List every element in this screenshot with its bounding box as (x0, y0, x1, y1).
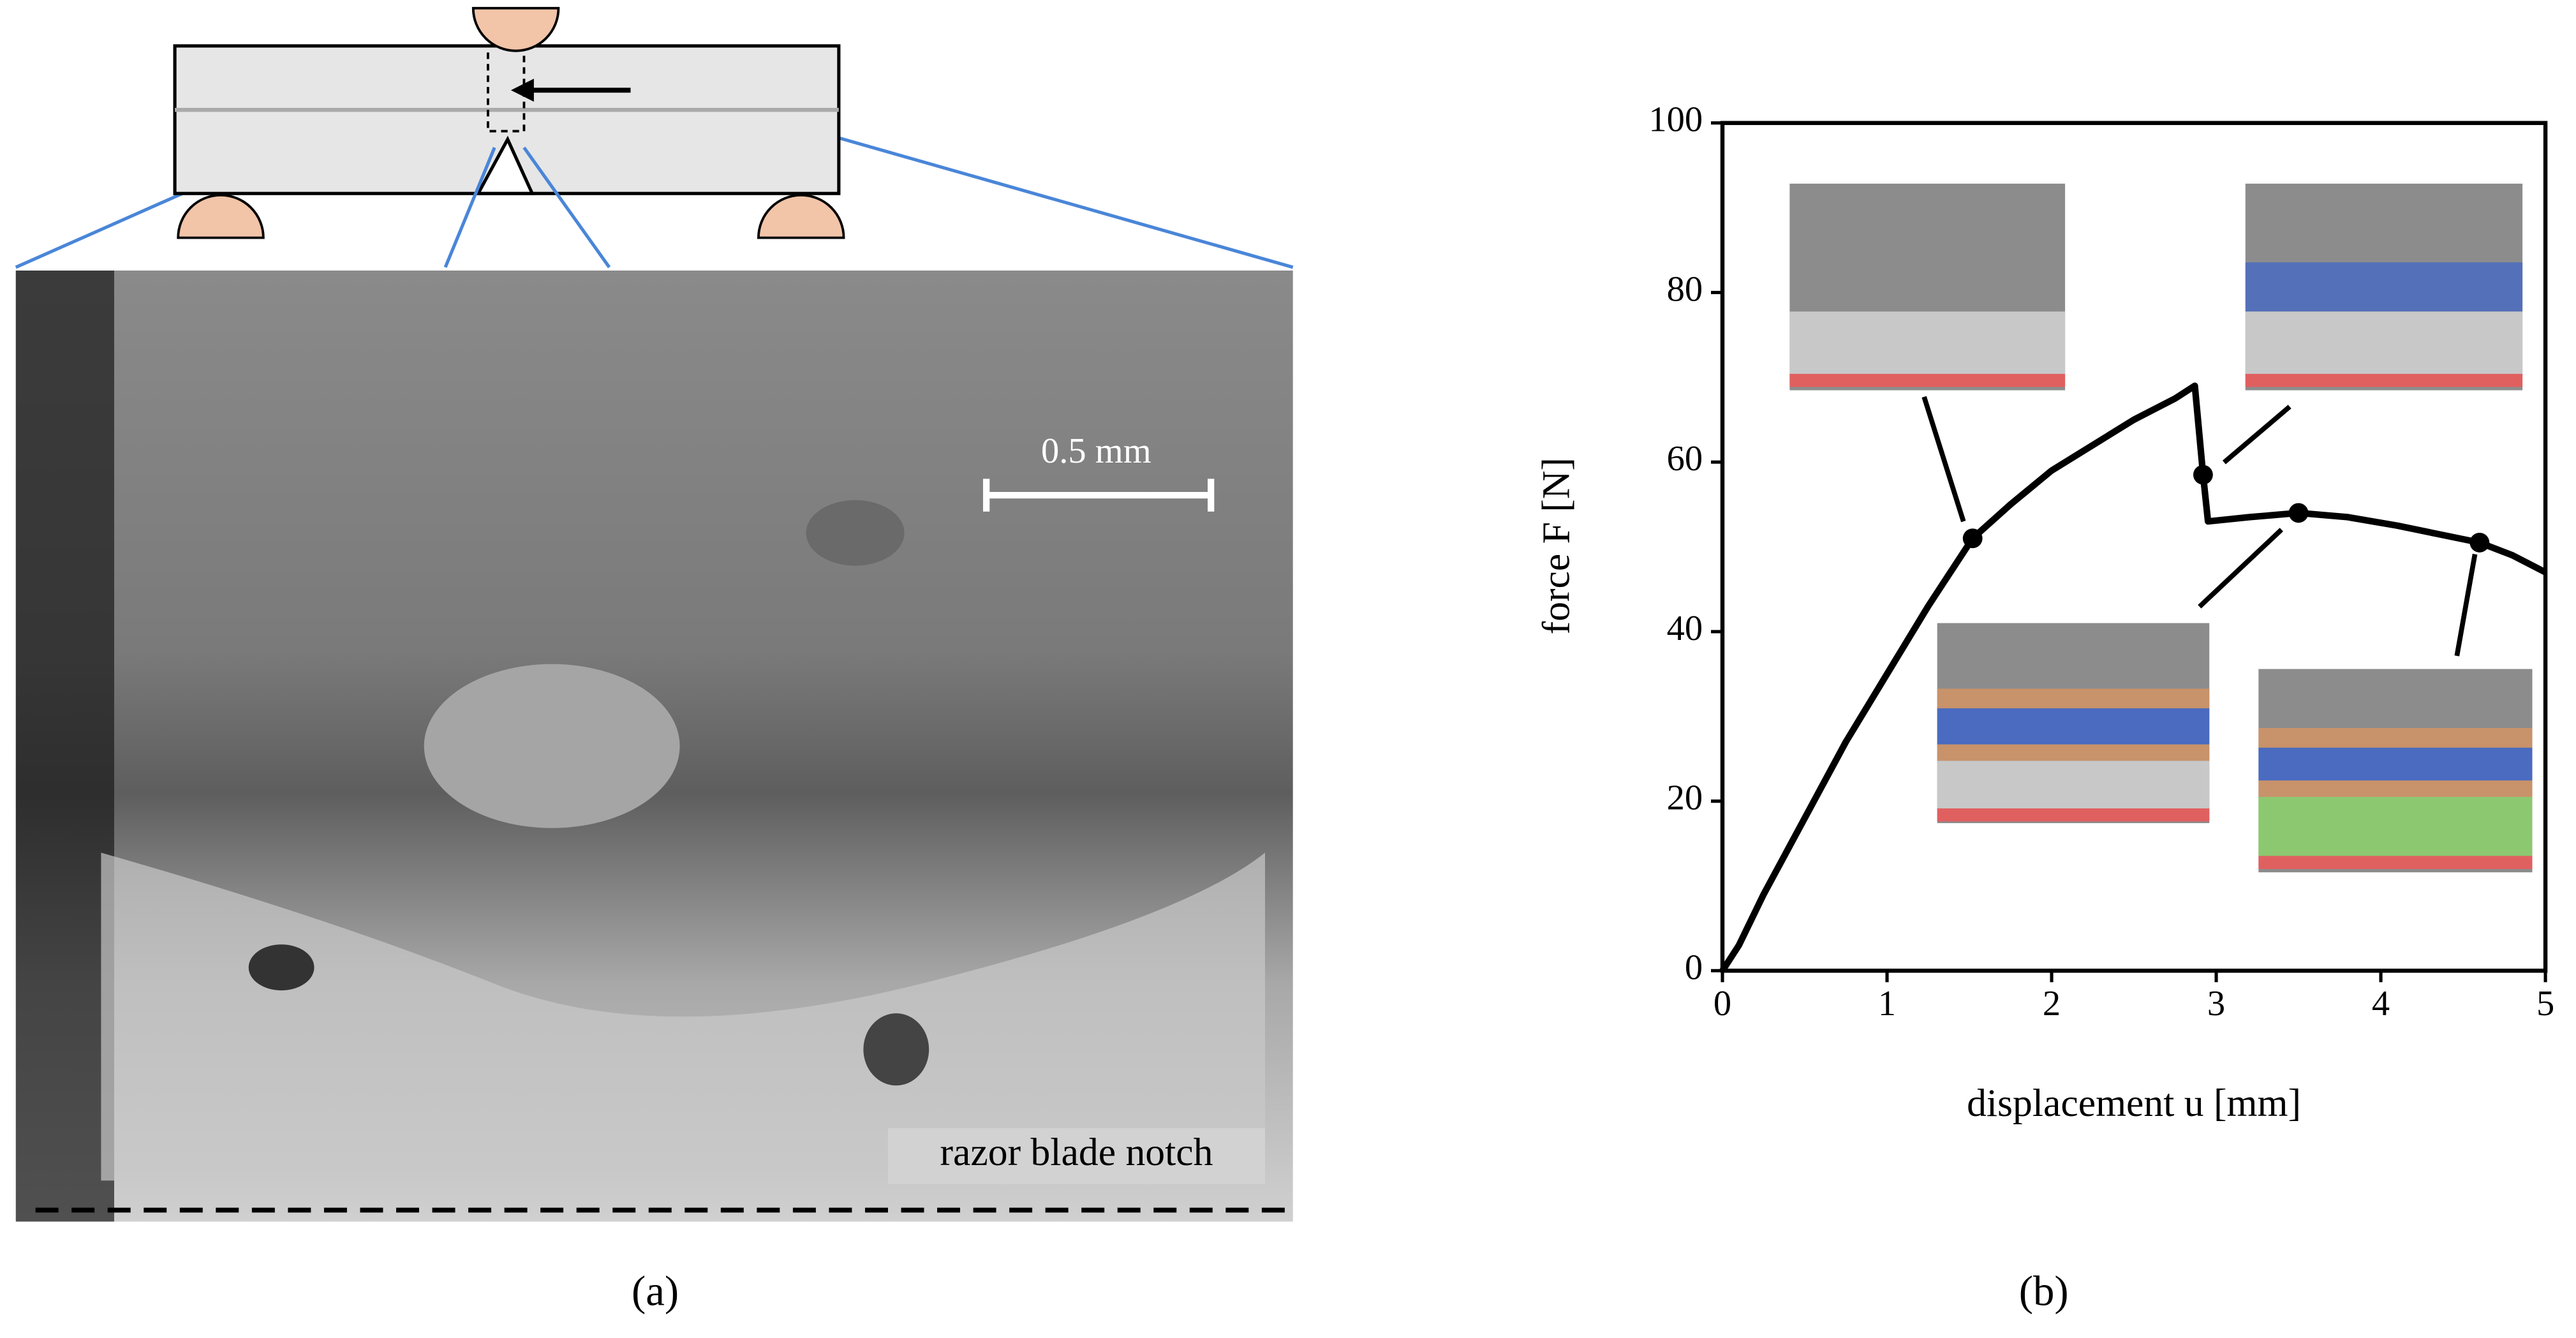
y-tick-label: 0 (1685, 948, 1703, 987)
data-point (2288, 503, 2309, 523)
x-tick-label: 0 (1714, 984, 1731, 1023)
scale-bar-label: 0.5 mm (1041, 431, 1151, 471)
y-tick-label: 80 (1667, 269, 1703, 309)
notch-annotation: razor blade notch (940, 1131, 1213, 1174)
y-tick-label: 100 (1648, 100, 1703, 140)
x-tick-label: 4 (2372, 984, 2390, 1023)
data-point (2193, 465, 2213, 485)
sem-image: 0.5 mm razor blade notch (15, 271, 1293, 1222)
data-point (1962, 528, 1983, 549)
beam-diagram (15, 6, 1294, 269)
panel-label: (a) (632, 1268, 679, 1315)
x-axis-label: displacement u [mm] (1967, 1082, 2301, 1125)
y-tick-label: 20 (1667, 778, 1703, 818)
x-tick-label: 1 (1878, 984, 1896, 1023)
y-tick-label: 60 (1667, 439, 1703, 479)
x-tick-label: 3 (2207, 984, 2225, 1023)
plot-frame (1720, 121, 2548, 973)
y-axis-label: force F [N] (1535, 457, 1578, 634)
data-point (2469, 532, 2490, 553)
panel-label: (b) (2019, 1268, 2069, 1315)
y-tick-label: 40 (1667, 609, 1703, 648)
data-line (1719, 382, 2547, 973)
x-tick-label: 5 (2536, 984, 2554, 1023)
inset-images (1789, 183, 2533, 873)
x-tick-label: 2 (2043, 984, 2061, 1023)
